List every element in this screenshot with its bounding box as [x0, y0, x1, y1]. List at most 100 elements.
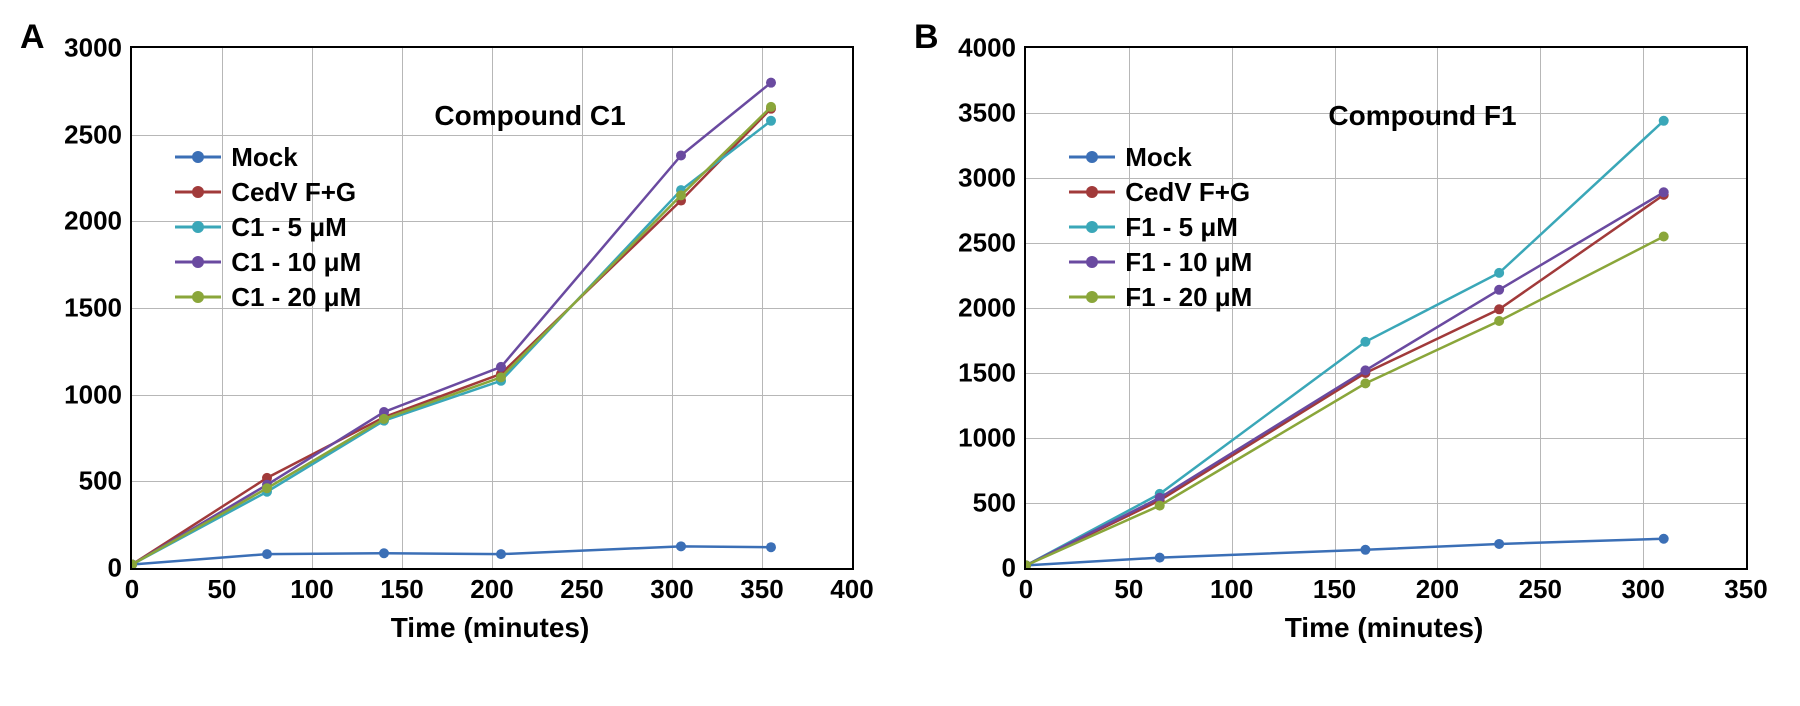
- y-tick-label: 1500: [958, 358, 1026, 389]
- legend-swatch: [1069, 146, 1115, 168]
- panel-label: B: [914, 18, 939, 57]
- x-axis-title: Time (minutes): [130, 612, 850, 644]
- x-tick-label: 200: [470, 568, 513, 605]
- panel-label: A: [20, 18, 45, 57]
- series-line: [1026, 539, 1664, 566]
- legend-label: CedV F+G: [231, 177, 356, 208]
- data-point: [1360, 337, 1370, 347]
- x-tick-label: 200: [1416, 568, 1459, 605]
- chart-title: Compound C1: [434, 100, 625, 132]
- data-point: [1155, 501, 1165, 511]
- figure-root: A Relative light units (RLU)0500100015002…: [20, 18, 1780, 644]
- data-point: [1659, 116, 1669, 126]
- data-point: [1494, 268, 1504, 278]
- data-point: [1494, 539, 1504, 549]
- legend-item: Mock: [175, 142, 361, 173]
- data-point: [1659, 232, 1669, 242]
- legend-label: C1 - 20 μM: [231, 282, 361, 313]
- x-tick-label: 350: [740, 568, 783, 605]
- y-tick-label: 3000: [64, 33, 132, 64]
- legend-item: F1 - 5 μM: [1069, 212, 1252, 243]
- legend-label: CedV F+G: [1125, 177, 1250, 208]
- data-point: [496, 549, 506, 559]
- data-point: [1360, 545, 1370, 555]
- data-point: [496, 372, 506, 382]
- data-point: [262, 549, 272, 559]
- x-tick-label: 50: [1114, 568, 1143, 605]
- legend-swatch: [1069, 216, 1115, 238]
- legend-item: C1 - 10 μM: [175, 247, 361, 278]
- legend-item: CedV F+G: [175, 177, 361, 208]
- data-point: [676, 541, 686, 551]
- legend-label: F1 - 20 μM: [1125, 282, 1252, 313]
- data-point: [1360, 365, 1370, 375]
- legend-label: C1 - 10 μM: [231, 247, 361, 278]
- legend-item: C1 - 5 μM: [175, 212, 361, 243]
- data-point: [1026, 560, 1031, 568]
- y-tick-label: 1000: [958, 423, 1026, 454]
- data-point: [766, 116, 776, 126]
- legend: Mock CedV F+G F1 - 5 μM F1 - 10 μM F1 - 20 μ…: [1069, 142, 1252, 313]
- data-point: [766, 542, 776, 552]
- x-tick-label: 150: [1313, 568, 1356, 605]
- legend-item: F1 - 20 μM: [1069, 282, 1252, 313]
- legend-label: F1 - 5 μM: [1125, 212, 1238, 243]
- x-tick-label: 400: [830, 568, 873, 605]
- data-point: [1659, 534, 1669, 544]
- y-tick-label: 3000: [958, 163, 1026, 194]
- legend-item: Mock: [1069, 142, 1252, 173]
- panel-B: B Relative light units (RLU)0500100015002…: [914, 18, 1748, 644]
- x-tick-label: 250: [560, 568, 603, 605]
- legend-label: Mock: [1125, 142, 1191, 173]
- data-point: [379, 414, 389, 424]
- data-point: [1360, 378, 1370, 388]
- legend-label: F1 - 10 μM: [1125, 247, 1252, 278]
- data-point: [1494, 316, 1504, 326]
- legend-swatch: [175, 181, 221, 203]
- legend-swatch: [175, 286, 221, 308]
- x-tick-label: 300: [650, 568, 693, 605]
- data-point: [262, 483, 272, 493]
- y-tick-label: 2500: [958, 228, 1026, 259]
- y-tick-label: 500: [79, 466, 132, 497]
- data-point: [1494, 285, 1504, 295]
- data-point: [676, 150, 686, 160]
- plot-area: 0500100015002000250030000501001502002503…: [130, 46, 854, 570]
- data-point: [379, 548, 389, 558]
- data-point: [766, 102, 776, 112]
- legend-item: C1 - 20 μM: [175, 282, 361, 313]
- legend-swatch: [175, 251, 221, 273]
- legend-swatch: [175, 216, 221, 238]
- legend-swatch: [1069, 181, 1115, 203]
- x-tick-label: 100: [290, 568, 333, 605]
- y-tick-label: 4000: [958, 33, 1026, 64]
- x-tick-label: 300: [1621, 568, 1664, 605]
- chart-wrap: Relative light units (RLU)05001000150020…: [1024, 46, 1748, 644]
- legend-item: F1 - 10 μM: [1069, 247, 1252, 278]
- chart-title: Compound F1: [1328, 100, 1516, 132]
- x-tick-label: 250: [1519, 568, 1562, 605]
- y-tick-label: 2000: [958, 293, 1026, 324]
- legend-swatch: [1069, 251, 1115, 273]
- data-point: [676, 190, 686, 200]
- chart-wrap: Relative light units (RLU)05001000150020…: [130, 46, 854, 644]
- y-tick-label: 2000: [64, 206, 132, 237]
- data-point: [766, 78, 776, 88]
- series-line: [132, 546, 771, 564]
- x-tick-label: 0: [1019, 568, 1033, 605]
- legend-swatch: [175, 146, 221, 168]
- x-tick-label: 150: [380, 568, 423, 605]
- x-tick-label: 100: [1210, 568, 1253, 605]
- legend: Mock CedV F+G C1 - 5 μM C1 - 10 μM C1 - 20 μ…: [175, 142, 361, 313]
- legend-label: C1 - 5 μM: [231, 212, 347, 243]
- panel-A: A Relative light units (RLU)0500100015002…: [20, 18, 854, 644]
- data-point: [496, 362, 506, 372]
- plot-area: 0500100015002000250030003500400005010015…: [1024, 46, 1748, 570]
- legend-label: Mock: [231, 142, 297, 173]
- legend-swatch: [1069, 286, 1115, 308]
- data-point: [1659, 187, 1669, 197]
- x-tick-label: 0: [125, 568, 139, 605]
- y-tick-label: 1000: [64, 379, 132, 410]
- data-point: [1155, 553, 1165, 563]
- legend-item: CedV F+G: [1069, 177, 1252, 208]
